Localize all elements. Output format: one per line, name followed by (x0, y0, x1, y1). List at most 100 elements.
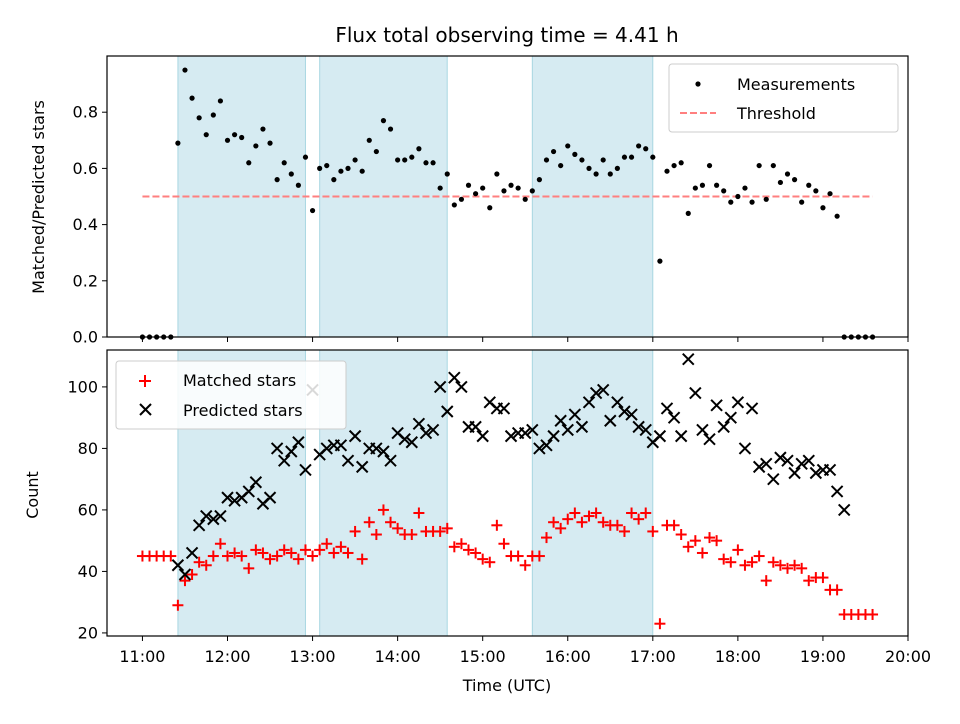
predicted-point-b (497, 402, 511, 415)
matched-point (349, 525, 361, 537)
predicted-point (419, 426, 433, 440)
predicted-point (618, 405, 631, 418)
predicted-point (760, 457, 773, 470)
measurement-point (714, 182, 720, 188)
predicted-point (192, 519, 206, 532)
measurement-point (224, 137, 231, 143)
measurement-point (777, 179, 784, 186)
predicted-point-b (221, 491, 234, 504)
predicted-point-b (341, 454, 355, 467)
matched-point (299, 544, 311, 556)
matched-point (342, 547, 354, 559)
measurement-point (784, 171, 791, 177)
measurement-point (395, 157, 401, 163)
measurement-point (579, 157, 585, 163)
predicted-point (270, 442, 284, 455)
predicted-point-b (533, 442, 546, 455)
predicted-point (285, 445, 298, 458)
predicted-point (207, 512, 220, 526)
predicted-point (171, 559, 185, 572)
x-tick-label: 11:00 (119, 647, 165, 666)
matched-point (314, 544, 326, 556)
measurement-point (281, 160, 287, 166)
predicted-point (582, 396, 596, 409)
predicted-point-b (285, 445, 298, 458)
predicted-point-b (377, 445, 390, 458)
predicted-point (639, 423, 652, 437)
matched-point (718, 553, 730, 565)
matched-point (207, 550, 219, 562)
predicted-point-b (519, 426, 532, 440)
matched-point (647, 525, 659, 537)
predicted-point-b (674, 429, 688, 443)
x-tick-label: 13:00 (290, 647, 336, 666)
predicted-point (547, 429, 560, 443)
matched-point (392, 522, 404, 534)
measurement-point (565, 143, 571, 149)
measurement-point (239, 134, 245, 141)
predicted-point (837, 503, 851, 517)
measurement-point (550, 148, 557, 155)
measurement-point (189, 95, 195, 101)
predicted-point (689, 386, 702, 400)
predicted-point (703, 432, 716, 446)
predicted-point (809, 466, 823, 480)
matched-point (548, 516, 560, 528)
predicted-point (554, 414, 567, 427)
predicted-point (724, 411, 737, 424)
measurement-point (735, 193, 741, 200)
predicted-point (448, 371, 461, 384)
legend-predicted-marker (139, 403, 152, 416)
measurement-point (196, 115, 202, 121)
predicted-point (767, 472, 780, 486)
measurement-point (628, 154, 635, 160)
top-legend-box (668, 63, 899, 133)
axes-frame (106, 349, 909, 637)
matched-point (576, 516, 588, 528)
predicted-point-b (391, 426, 404, 440)
predicted-point-b (476, 429, 489, 443)
bottom-y-tick-label: 40 (78, 562, 98, 581)
measurement-point (508, 182, 514, 188)
predicted-point-b (689, 386, 702, 400)
predicted-point-b (334, 439, 348, 452)
matched-point (689, 535, 701, 547)
measurement-point (643, 146, 649, 152)
measurement-point (791, 177, 798, 183)
predicted-point (611, 396, 624, 409)
matched-point (540, 532, 552, 544)
measurement-point (203, 132, 209, 138)
x-tick-label: 20:00 (885, 647, 931, 666)
measurement-point (806, 182, 812, 188)
predicted-point (200, 509, 213, 523)
predicted-point (575, 420, 589, 434)
bottom-y-axis-label: Count (23, 471, 42, 519)
measurement-point (473, 191, 479, 197)
predicted-point-b (561, 423, 574, 437)
predicted-point-b (788, 466, 801, 480)
predicted-point-b (837, 503, 851, 517)
matched-point (611, 519, 623, 531)
measurement-point (352, 157, 358, 163)
predicted-point-b (596, 383, 610, 397)
measurement-point (586, 165, 592, 171)
measurement-point (487, 205, 493, 211)
predicted-point-b (802, 454, 815, 467)
matched-point (668, 519, 680, 531)
x-tick-label: 12:00 (204, 647, 250, 666)
predicted-point (696, 423, 709, 437)
matched-point (448, 541, 460, 553)
predicted-point-b (405, 436, 419, 449)
matched-point (363, 516, 375, 528)
matched-point (803, 575, 815, 587)
axes-frame (106, 55, 909, 338)
predicted-point (228, 494, 241, 507)
matched-point (385, 516, 397, 528)
measurement-point (515, 185, 521, 191)
matched-point (335, 541, 347, 553)
matched-point (590, 507, 602, 519)
measurement-point (345, 165, 351, 171)
predicted-point-b (355, 460, 369, 474)
measurement-point (494, 171, 500, 177)
matched-point (250, 544, 262, 556)
